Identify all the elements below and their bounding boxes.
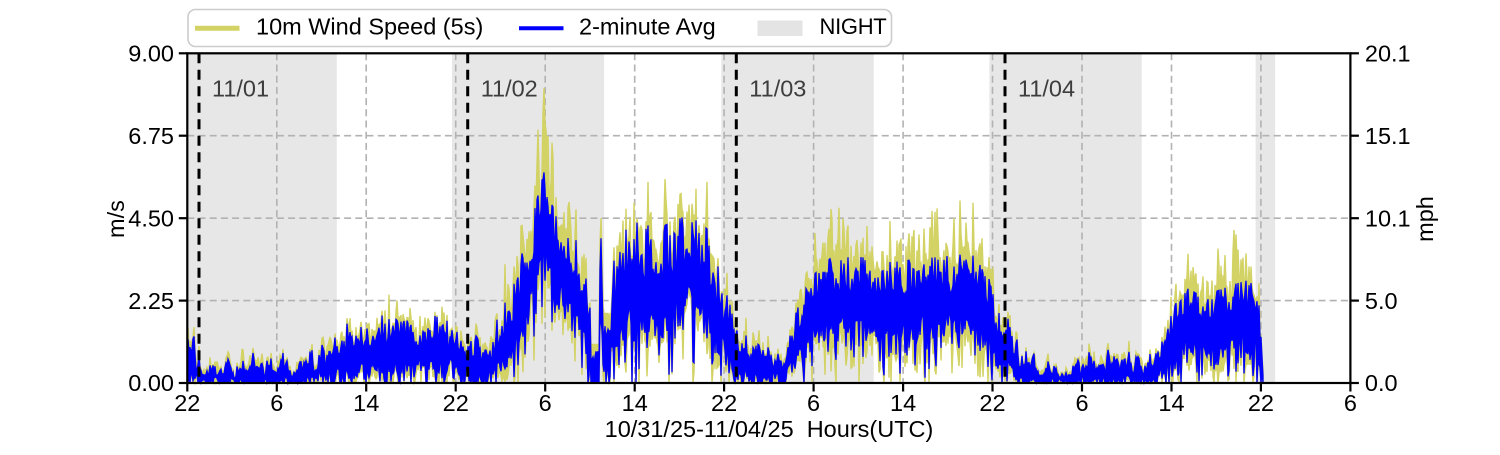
svg-text:10.1: 10.1 <box>1365 205 1411 231</box>
svg-text:11/01: 11/01 <box>212 76 269 102</box>
svg-text:9.00: 9.00 <box>128 41 174 67</box>
svg-text:m/s: m/s <box>103 200 129 238</box>
svg-text:22: 22 <box>1248 390 1274 416</box>
svg-text:6: 6 <box>539 390 552 416</box>
svg-text:6: 6 <box>270 390 283 416</box>
svg-text:0.00: 0.00 <box>128 370 174 396</box>
svg-text:11/03: 11/03 <box>749 76 806 102</box>
svg-text:6: 6 <box>1075 390 1088 416</box>
svg-text:10m Wind Speed (5s): 10m Wind Speed (5s) <box>256 13 483 39</box>
svg-text:mph: mph <box>1412 196 1438 242</box>
svg-text:22: 22 <box>711 390 737 416</box>
svg-text:20.1: 20.1 <box>1365 41 1411 67</box>
svg-text:NIGHT: NIGHT <box>820 14 887 39</box>
svg-text:2-minute Avg: 2-minute Avg <box>579 13 716 39</box>
svg-text:14: 14 <box>353 390 379 416</box>
svg-text:14: 14 <box>622 390 648 416</box>
svg-text:6: 6 <box>1344 390 1357 416</box>
svg-text:5.0: 5.0 <box>1365 288 1398 314</box>
svg-text:14: 14 <box>890 390 916 416</box>
svg-text:11/04: 11/04 <box>1018 76 1075 102</box>
svg-text:4.50: 4.50 <box>128 205 174 231</box>
svg-text:6: 6 <box>807 390 820 416</box>
svg-text:22: 22 <box>979 390 1005 416</box>
svg-text:11/02: 11/02 <box>481 76 538 102</box>
svg-text:22: 22 <box>174 390 200 416</box>
svg-text:2.25: 2.25 <box>128 288 174 314</box>
svg-text:6.75: 6.75 <box>128 123 174 149</box>
svg-text:10/31/25-11/04/25 Hours(UTC): 10/31/25-11/04/25 Hours(UTC) <box>605 416 934 442</box>
svg-text:15.1: 15.1 <box>1365 123 1411 149</box>
svg-text:14: 14 <box>1158 390 1184 416</box>
svg-text:22: 22 <box>443 390 469 416</box>
svg-text:0.0: 0.0 <box>1365 370 1398 396</box>
